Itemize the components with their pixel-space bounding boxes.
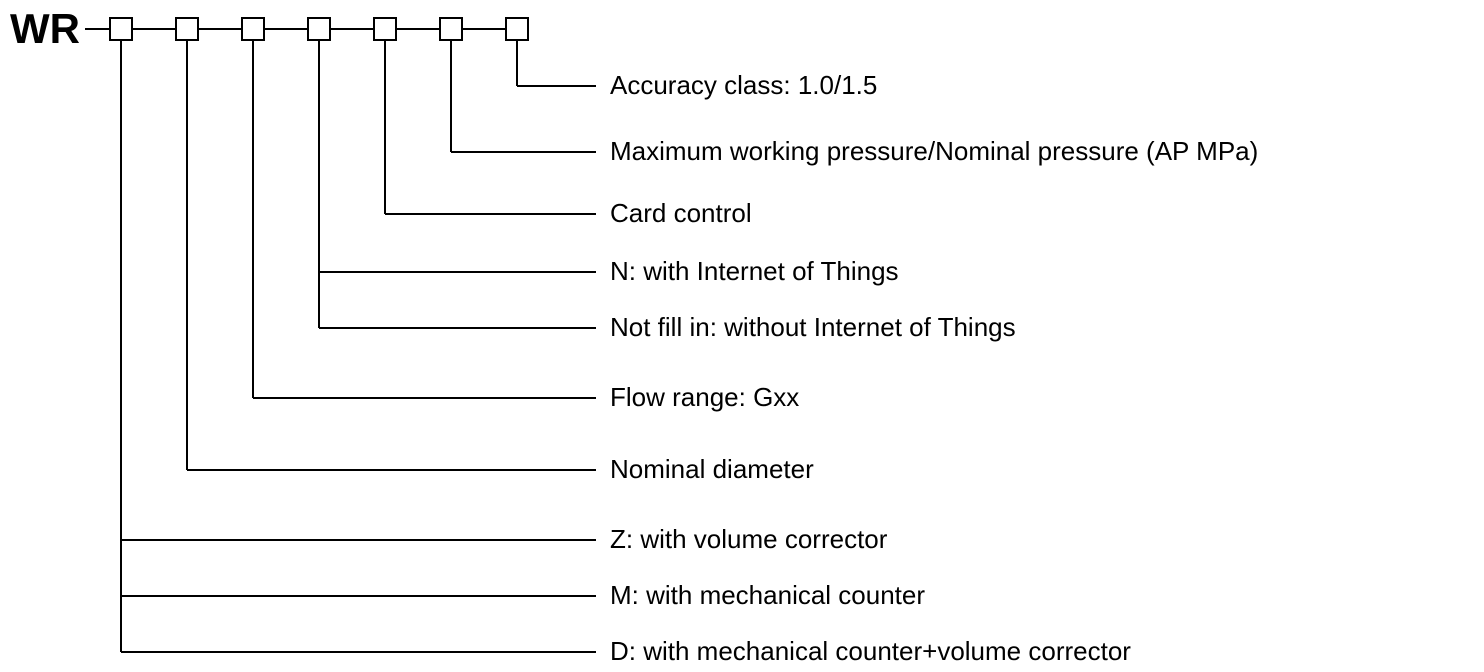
prefix-text: WR bbox=[10, 5, 80, 52]
label-box-0-2: D: with mechanical counter+volume correc… bbox=[610, 636, 1131, 666]
code-box-6 bbox=[506, 18, 528, 40]
label-box-3-0: N: with Internet of Things bbox=[610, 256, 899, 286]
code-box-2 bbox=[242, 18, 264, 40]
label-box-2-0: Flow range: Gxx bbox=[610, 382, 799, 412]
label-box-1-0: Nominal diameter bbox=[610, 454, 814, 484]
label-box-5-0: Maximum working pressure/Nominal pressur… bbox=[610, 136, 1258, 166]
label-box-3-1: Not fill in: without Internet of Things bbox=[610, 312, 1016, 342]
label-box-0-1: M: with mechanical counter bbox=[610, 580, 925, 610]
label-box-0-0: Z: with volume corrector bbox=[610, 524, 888, 554]
code-box-3 bbox=[308, 18, 330, 40]
model-code-diagram: WR Accuracy class: 1.0/1.5 Maximum working… bbox=[0, 0, 1484, 672]
code-box-0 bbox=[110, 18, 132, 40]
code-box-5 bbox=[440, 18, 462, 40]
code-box-1 bbox=[176, 18, 198, 40]
code-box-4 bbox=[374, 18, 396, 40]
label-box-6-0: Accuracy class: 1.0/1.5 bbox=[610, 70, 877, 100]
label-box-4-0: Card control bbox=[610, 198, 752, 228]
